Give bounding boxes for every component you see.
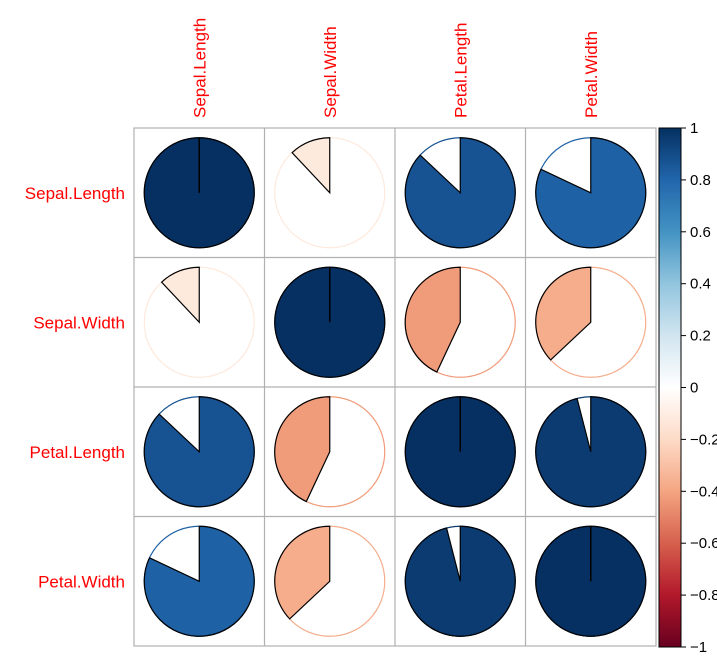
pie-wedge bbox=[274, 396, 331, 503]
colorbar-tick-label: 0.8 bbox=[690, 172, 711, 189]
pie-wedge bbox=[291, 137, 331, 195]
row-label: Sepal.Length bbox=[25, 184, 125, 203]
colorbar-tick-label: 1 bbox=[690, 120, 698, 137]
pie-cell bbox=[535, 525, 647, 637]
colorbar-tick-label: 0.2 bbox=[690, 328, 711, 345]
colorbar-tick-label: 0.6 bbox=[690, 224, 711, 241]
pie-cell bbox=[274, 525, 386, 637]
row-label: Sepal.Width bbox=[33, 313, 125, 332]
pie-cell bbox=[143, 525, 255, 637]
pie-cell bbox=[143, 266, 255, 378]
pie-cell bbox=[404, 266, 516, 378]
column-labels: Sepal.Length Sepal.Width Petal.Length Petal… bbox=[190, 18, 601, 118]
pie-cell bbox=[535, 266, 647, 378]
pie-wedge bbox=[535, 396, 647, 508]
pie-cell bbox=[274, 396, 386, 508]
pie-wedge bbox=[535, 266, 592, 361]
colorbar-tick-label: 0.4 bbox=[690, 276, 711, 293]
pie-cell bbox=[535, 396, 647, 508]
pie-cell bbox=[143, 396, 255, 508]
pie-wedge bbox=[404, 266, 461, 373]
correlation-pies bbox=[143, 137, 647, 637]
pie-cell bbox=[404, 137, 516, 249]
pie-cell bbox=[143, 137, 255, 249]
pie-cell bbox=[404, 396, 516, 508]
pie-cell bbox=[274, 266, 386, 378]
column-label: Petal.Width bbox=[582, 31, 601, 118]
colorbar-tick-label: 0 bbox=[690, 380, 698, 397]
row-label: Petal.Length bbox=[30, 443, 125, 462]
pie-wedge bbox=[404, 137, 516, 249]
pie-wedge bbox=[535, 137, 647, 249]
colorbar-tick-label: −0.4 bbox=[690, 483, 717, 500]
pie-wedge bbox=[274, 525, 331, 620]
column-label: Petal.Length bbox=[451, 23, 470, 118]
matrix-grid bbox=[133, 127, 657, 647]
column-label: Sepal.Width bbox=[321, 26, 340, 118]
pie-wedge bbox=[143, 396, 255, 508]
pie-wedge bbox=[160, 266, 200, 324]
color-legend: 1 0.8 0.6 0.4 0.2 0 −0.2 −0.4 −0.6 −0.8 −1 bbox=[658, 120, 717, 656]
colorbar-tick-label: −0.6 bbox=[690, 535, 717, 552]
pie-cell bbox=[535, 137, 647, 249]
pie-cell bbox=[404, 525, 516, 637]
pie-wedge bbox=[404, 525, 516, 637]
colorbar-tick-label: −1 bbox=[690, 639, 707, 656]
column-label: Sepal.Length bbox=[190, 18, 209, 118]
row-label: Petal.Width bbox=[38, 572, 125, 591]
colorbar-tick-label: −0.8 bbox=[690, 587, 717, 604]
pie-wedge bbox=[143, 525, 255, 637]
row-labels: Sepal.Length Sepal.Width Petal.Length Petal… bbox=[25, 184, 125, 592]
colorbar-gradient bbox=[658, 127, 682, 648]
colorbar-tick-label: −0.2 bbox=[690, 431, 717, 448]
pie-cell bbox=[274, 137, 386, 249]
